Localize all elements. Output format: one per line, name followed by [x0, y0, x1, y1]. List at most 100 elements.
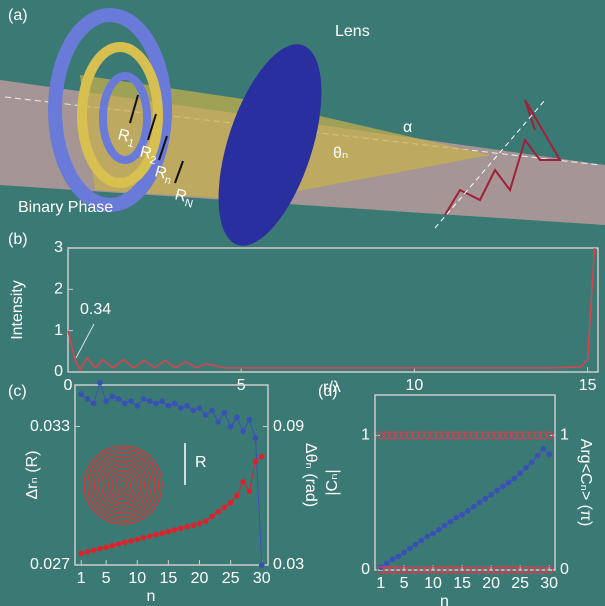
data-point: [460, 513, 464, 517]
x-tick-label: 1: [376, 575, 385, 592]
annotation: 0.34: [80, 301, 111, 318]
y-axis-label: Intensity: [9, 280, 26, 340]
data-point: [141, 536, 145, 540]
data-point: [384, 561, 388, 565]
x-tick-label: 15: [579, 377, 597, 394]
data-point: [466, 509, 470, 513]
data-point: [79, 551, 83, 555]
data-point: [402, 550, 406, 554]
alpha-label: α: [403, 119, 412, 136]
data-point: [197, 406, 201, 410]
data-point: [454, 515, 458, 519]
data-point: [116, 542, 120, 546]
data-point: [110, 394, 114, 398]
data-point: [483, 496, 487, 500]
data-point: [154, 401, 158, 405]
x-tick-label: 15: [453, 575, 471, 592]
data-point: [431, 531, 435, 535]
panel-label: (d): [318, 383, 338, 400]
data-point: [148, 399, 152, 403]
x-tick-label: 0: [64, 377, 73, 394]
data-point: [172, 528, 176, 532]
data-point: [253, 459, 257, 463]
data-point: [235, 415, 239, 419]
y2-axis-label: Arg<Cₙ> (π): [577, 439, 594, 527]
x-tick-label: 10: [406, 377, 424, 394]
data-point: [123, 540, 127, 544]
data-point: [253, 436, 257, 440]
data-point: [408, 546, 412, 550]
y-tick-label: 0.027: [30, 556, 70, 573]
x-tick-label: 25: [222, 570, 240, 587]
data-point: [512, 476, 516, 480]
y-axis-label: Δrₙ (R): [24, 450, 41, 499]
data-point: [197, 521, 201, 525]
y2-tick-label: 0.03: [273, 556, 304, 573]
y-tick-label: 0: [361, 561, 370, 578]
data-point: [501, 484, 505, 488]
data-point: [530, 460, 534, 464]
data-point: [477, 500, 481, 504]
data-point: [154, 532, 158, 536]
data-point: [222, 410, 226, 414]
data-point: [104, 399, 108, 403]
x-tick-label: 5: [400, 575, 409, 592]
figure: (a) Lens Binary Phase α θₙ R1R2RnRN (b)0…: [0, 0, 605, 606]
data-point: [104, 545, 108, 549]
data-point: [228, 424, 232, 428]
inset-label: R: [195, 454, 207, 471]
data-point: [216, 420, 220, 424]
x-tick-label: 15: [159, 570, 177, 587]
x-tick-label: 25: [511, 575, 529, 592]
data-point: [547, 452, 551, 456]
data-point: [437, 527, 441, 531]
y-tick-label: 1: [54, 322, 63, 339]
x-tick-label: 20: [482, 575, 500, 592]
data-point: [396, 554, 400, 558]
data-point: [116, 397, 120, 401]
data-point: [179, 526, 183, 530]
lens-label: Lens: [335, 23, 370, 40]
data-point: [222, 505, 226, 509]
data-point: [210, 408, 214, 412]
data-point: [228, 500, 232, 504]
data-point: [85, 397, 89, 401]
data-point: [98, 546, 102, 550]
x-tick-label: 30: [253, 570, 271, 587]
data-point: [260, 454, 264, 458]
data-point: [448, 519, 452, 523]
data-point: [172, 401, 176, 405]
data-point: [123, 401, 127, 405]
y-tick-label: 3: [54, 239, 63, 256]
data-point: [241, 429, 245, 433]
panel-label: (b): [8, 231, 28, 248]
data-point: [191, 523, 195, 527]
data-point: [166, 529, 170, 533]
data-point: [260, 563, 264, 567]
x-tick-label: 20: [191, 570, 209, 587]
y-tick-label: 0: [54, 363, 63, 380]
data-point: [179, 406, 183, 410]
page: (a) Lens Binary Phase α θₙ R1R2RnRN (b)0…: [0, 0, 605, 606]
binary-phase-label: Binary Phase: [18, 199, 113, 216]
data-point: [495, 488, 499, 492]
x-tick-label: 5: [102, 570, 111, 587]
y2-tick-label: 1: [560, 427, 569, 444]
theta-label: θₙ: [333, 145, 348, 162]
data-point: [235, 494, 239, 498]
x-axis-label: n: [147, 588, 156, 605]
panel-label: (c): [8, 383, 27, 400]
data-point: [419, 538, 423, 542]
y-axis-label: |Cₙ|: [324, 469, 341, 495]
data-point: [247, 489, 251, 493]
data-point: [160, 399, 164, 403]
data-point: [185, 524, 189, 528]
data-point: [85, 550, 89, 554]
data-point: [210, 514, 214, 518]
data-point: [160, 531, 164, 535]
data-point: [541, 447, 545, 451]
data-point: [129, 539, 133, 543]
data-point: [425, 534, 429, 538]
data-point: [185, 404, 189, 408]
data-point: [135, 404, 139, 408]
